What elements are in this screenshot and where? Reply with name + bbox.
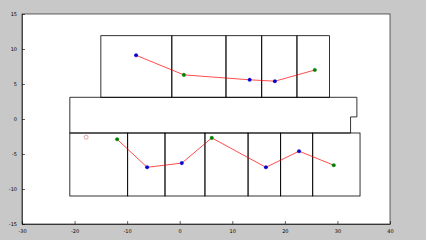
point bbox=[145, 166, 149, 170]
room bbox=[297, 36, 330, 98]
tick-label: -10 bbox=[124, 228, 132, 234]
y-axis: -15 -10 -5 0 5 10 15 bbox=[9, 11, 25, 227]
tick: 20 bbox=[282, 221, 288, 234]
room bbox=[313, 133, 360, 196]
tick-label: -10 bbox=[9, 186, 17, 192]
tick-mark bbox=[75, 221, 76, 224]
tick-label: 30 bbox=[335, 228, 341, 234]
room bbox=[101, 36, 172, 98]
point bbox=[210, 136, 214, 140]
tick-label: 15 bbox=[11, 11, 17, 17]
room bbox=[248, 133, 281, 196]
tick-mark bbox=[22, 14, 25, 15]
tick: 40 bbox=[387, 221, 393, 234]
tick-mark bbox=[22, 49, 25, 50]
tick-label: 10 bbox=[11, 46, 17, 52]
tick-mark bbox=[22, 189, 25, 190]
point bbox=[248, 78, 252, 82]
tick-label: 20 bbox=[282, 228, 288, 234]
tick-label: -20 bbox=[71, 228, 79, 234]
point bbox=[264, 166, 268, 170]
tick-label: 5 bbox=[14, 81, 17, 87]
tick: 15 bbox=[11, 11, 25, 17]
room bbox=[205, 133, 248, 196]
path-line bbox=[136, 55, 315, 81]
corridor bbox=[70, 97, 357, 133]
point bbox=[115, 138, 119, 142]
axis-line bbox=[23, 224, 391, 225]
x-axis: -30 -20 -10 0 10 20 30 40 bbox=[18, 221, 393, 234]
tick: 5 bbox=[14, 81, 25, 87]
point bbox=[273, 79, 277, 83]
room bbox=[226, 36, 262, 98]
tick: -15 bbox=[9, 221, 25, 227]
tick-label: -30 bbox=[18, 228, 26, 234]
point bbox=[332, 163, 336, 167]
tick: 10 bbox=[11, 46, 25, 52]
room bbox=[70, 133, 128, 196]
point bbox=[134, 54, 138, 58]
room bbox=[281, 133, 313, 196]
tick-mark bbox=[22, 224, 25, 225]
figure: -30 -20 -10 0 10 20 30 40 -15 -10 -5 0 5 10 15 bbox=[0, 0, 426, 240]
point bbox=[84, 135, 88, 139]
tick: 30 bbox=[335, 221, 341, 234]
tick-mark bbox=[232, 221, 233, 224]
tick-mark bbox=[22, 154, 25, 155]
point bbox=[313, 68, 317, 72]
tick: -10 bbox=[9, 186, 25, 192]
plot bbox=[70, 36, 360, 196]
tick: -5 bbox=[12, 151, 25, 157]
tick: 0 bbox=[179, 221, 182, 234]
room bbox=[172, 36, 226, 98]
tick: 10 bbox=[230, 221, 236, 234]
tick: -20 bbox=[71, 221, 79, 234]
tick-label: -5 bbox=[12, 151, 17, 157]
point bbox=[297, 149, 301, 153]
tick-label: 10 bbox=[230, 228, 236, 234]
tick-label: 40 bbox=[387, 228, 393, 234]
tick-label: -15 bbox=[9, 221, 17, 227]
tick-mark bbox=[337, 221, 338, 224]
tick-mark bbox=[180, 221, 181, 224]
room bbox=[128, 133, 165, 196]
tick-mark bbox=[22, 84, 25, 85]
point bbox=[180, 161, 184, 165]
tick-mark bbox=[127, 221, 128, 224]
tick-mark bbox=[390, 221, 391, 224]
axes: -30 -20 -10 0 10 20 30 40 -15 -10 -5 0 5 10 15 bbox=[9, 11, 394, 233]
point bbox=[182, 73, 186, 77]
room bbox=[262, 36, 297, 98]
tick-mark bbox=[22, 119, 25, 120]
tick-mark bbox=[285, 221, 286, 224]
tick-label: 0 bbox=[14, 116, 17, 122]
plot-area bbox=[22, 14, 390, 224]
tick: -10 bbox=[124, 221, 132, 234]
path-line bbox=[117, 138, 334, 167]
tick-label: 0 bbox=[179, 228, 182, 234]
tick: 0 bbox=[14, 116, 25, 122]
